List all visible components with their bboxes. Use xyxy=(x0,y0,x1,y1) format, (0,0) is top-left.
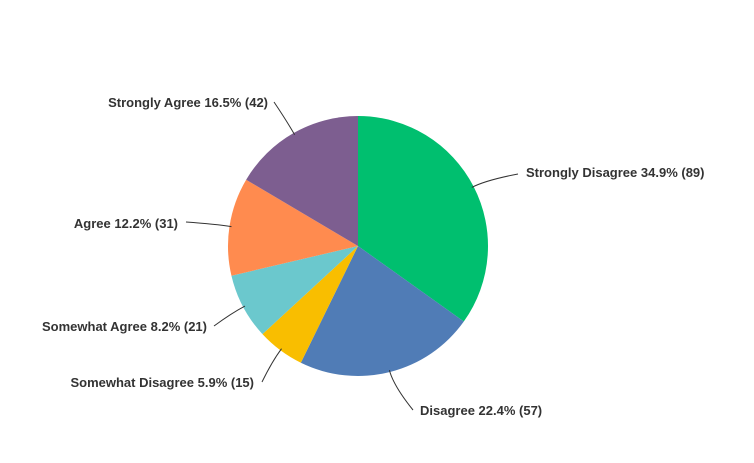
slice-label: Somewhat Disagree 5.9% (15) xyxy=(70,375,254,390)
leader-line xyxy=(471,173,519,188)
value-label: 22.4% (57) xyxy=(479,403,543,418)
slice-label: Somewhat Agree 8.2% (21) xyxy=(42,319,207,334)
value-label: 34.9% (89) xyxy=(641,165,705,180)
pie-slice xyxy=(358,116,488,322)
category-label: Strongly Disagree xyxy=(526,165,637,180)
category-label: Somewhat Agree xyxy=(42,319,147,334)
value-label: 12.2% (31) xyxy=(114,216,178,231)
pie-slice xyxy=(231,246,358,335)
value-label: 5.9% (15) xyxy=(198,375,254,390)
leader-line xyxy=(185,221,232,228)
pie-slice xyxy=(246,116,358,246)
leader-line xyxy=(388,369,414,411)
slice-label: Strongly Agree 16.5% (42) xyxy=(108,95,268,110)
leader-line xyxy=(273,101,296,136)
category-label: Disagree xyxy=(420,403,475,418)
slice-label: Disagree 22.4% (57) xyxy=(420,403,542,418)
pie-slice xyxy=(262,246,358,363)
pie-slice xyxy=(228,179,358,276)
pie-slice xyxy=(300,246,464,376)
leader-line xyxy=(261,348,282,383)
leader-line xyxy=(213,305,246,327)
category-label: Agree xyxy=(74,216,111,231)
category-label: Somewhat Disagree xyxy=(70,375,194,390)
category-label: Strongly Agree xyxy=(108,95,201,110)
slice-label: Strongly Disagree 34.9% (89) xyxy=(526,165,704,180)
value-label: 16.5% (42) xyxy=(204,95,268,110)
value-label: 8.2% (21) xyxy=(151,319,207,334)
slice-label: Agree 12.2% (31) xyxy=(74,216,178,231)
